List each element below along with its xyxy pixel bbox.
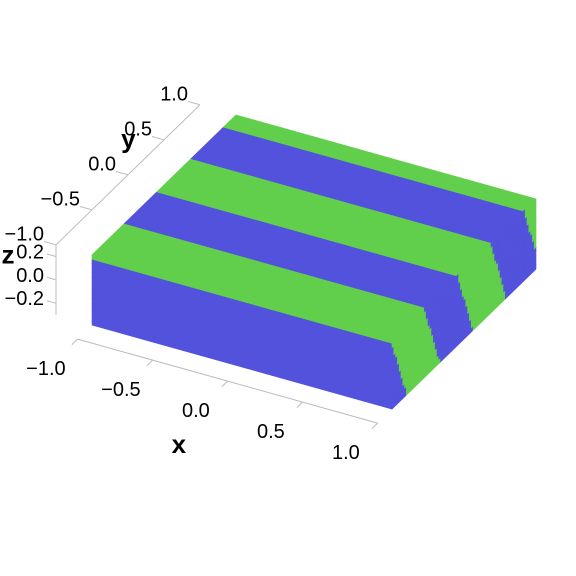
y-tick: [187, 100, 201, 106]
x-tick-label: 0.5: [257, 421, 285, 443]
y-tick: [43, 240, 57, 246]
y-tick: [79, 205, 93, 211]
y-tick-label: −1.0: [5, 224, 44, 246]
axes: −1.0−0.50.00.51.0−1.0−0.50.00.51.0−0.20.…: [2, 84, 378, 464]
x-tick: [71, 338, 78, 346]
x-tick-label: 1.0: [332, 442, 360, 464]
z-tick-label: 0.2: [16, 241, 44, 263]
x-tick: [371, 422, 378, 430]
z-tick-label: −0.2: [5, 288, 44, 310]
x-tick: [221, 380, 228, 388]
y-tick-label: 0.0: [88, 154, 116, 176]
x-tick-label: −0.5: [101, 379, 140, 401]
z-tick: [46, 300, 57, 304]
x-tick: [146, 359, 153, 367]
x-axis-title: x: [172, 429, 187, 459]
y-axis-title: y: [121, 124, 136, 154]
surface-box: [91, 114, 537, 410]
z-tick: [46, 253, 57, 258]
x-tick-label: −1.0: [26, 358, 65, 380]
x-tick-label: 0.0: [182, 400, 210, 422]
y-tick-label: −0.5: [41, 189, 80, 211]
y-tick-label: 1.0: [160, 84, 188, 106]
z-axis-title: z: [2, 240, 15, 270]
x-tick: [296, 401, 303, 409]
right-face-cell: [533, 198, 537, 206]
z-tick: [46, 276, 57, 281]
z-tick-label: 0.0: [16, 265, 44, 287]
y-tick: [151, 135, 165, 141]
y-tick-label: 0.5: [124, 119, 152, 141]
y-tick: [115, 170, 129, 176]
